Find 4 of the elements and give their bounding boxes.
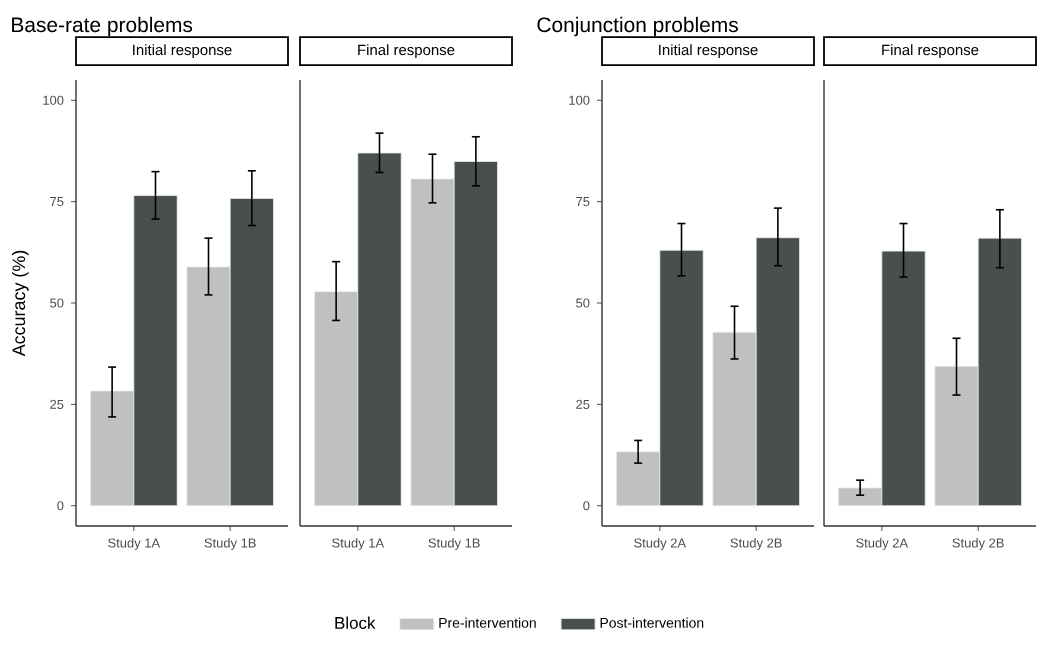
legend-title: Block: [335, 616, 376, 629]
y-axis-title: Accuracy (%): [11, 250, 29, 357]
chart-title: Base-rate problems: [12, 16, 193, 37]
chart-title: Conjunction problems: [537, 16, 738, 37]
